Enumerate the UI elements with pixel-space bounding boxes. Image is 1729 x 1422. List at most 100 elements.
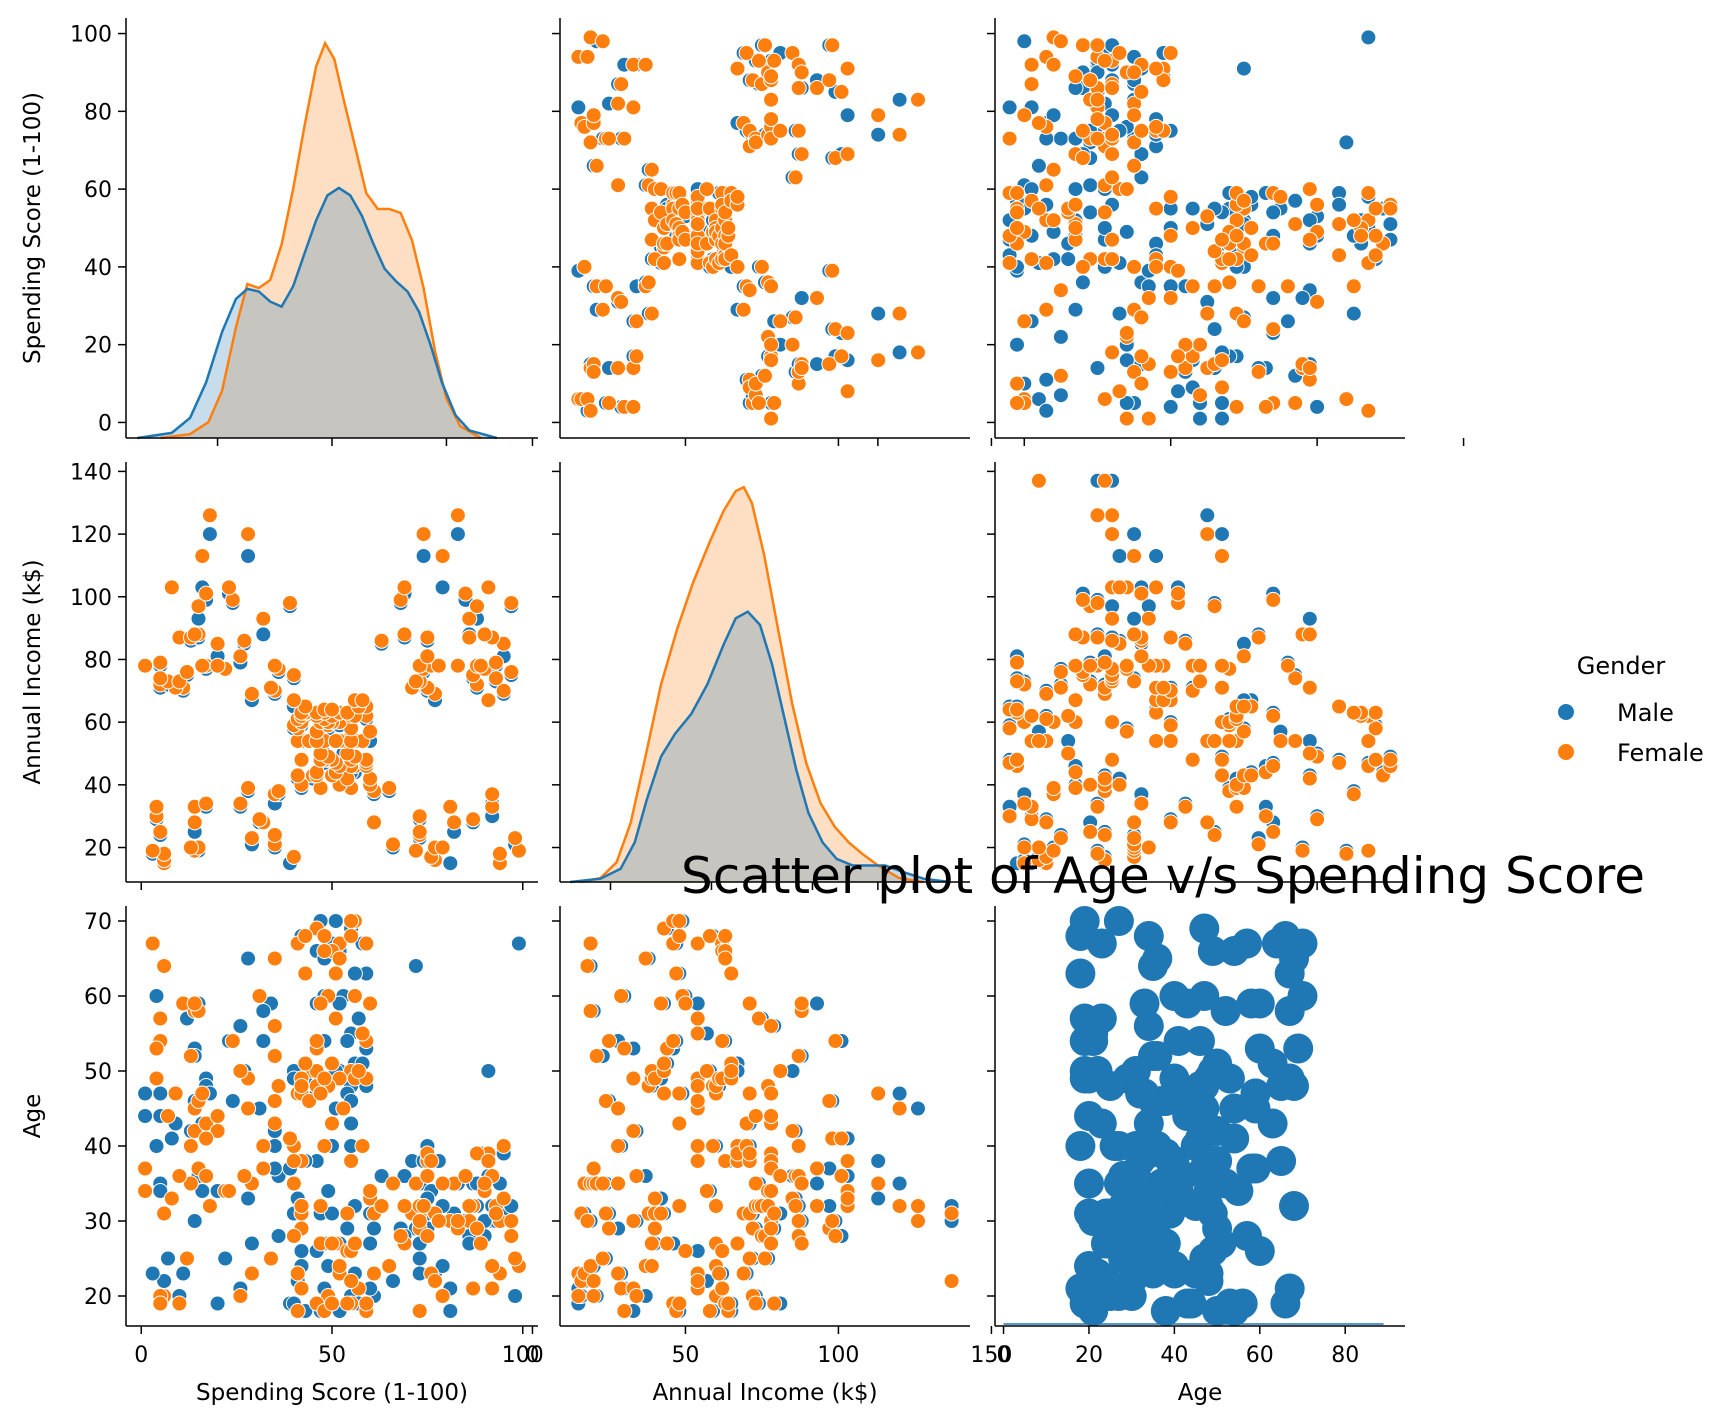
point-female: [366, 1265, 382, 1282]
point-female: [1126, 548, 1143, 564]
point-female: [824, 262, 841, 279]
point-female: [809, 1198, 825, 1214]
point-female: [324, 1295, 340, 1312]
point-female: [766, 395, 783, 411]
point-female: [668, 965, 685, 982]
point-female: [1009, 185, 1025, 201]
point-female: [616, 130, 633, 147]
point-male: [160, 1250, 176, 1267]
point-female: [1096, 770, 1113, 787]
point-female: [1170, 262, 1186, 279]
point-female: [1126, 673, 1143, 690]
point-female: [396, 579, 413, 596]
x-tick-label: 20: [1075, 1343, 1103, 1368]
point-female: [186, 814, 203, 831]
point-female: [1148, 733, 1165, 749]
point-female: [689, 1025, 706, 1042]
point-female: [594, 301, 611, 318]
point-female: [1192, 673, 1208, 690]
point-female: [677, 1243, 694, 1259]
point-male: [327, 913, 344, 929]
point-female: [484, 786, 501, 803]
point-female: [582, 134, 599, 151]
y-tick-label: 40: [84, 1135, 112, 1160]
point-female: [1096, 52, 1113, 69]
point-male: [232, 1018, 249, 1034]
point-female: [1367, 751, 1384, 768]
point-female: [488, 670, 504, 687]
point-female: [1177, 635, 1194, 652]
kde-fill-male: [137, 187, 497, 438]
point-female: [427, 1273, 443, 1289]
point-female: [772, 1063, 789, 1079]
point-female: [316, 943, 333, 959]
point-female: [411, 808, 428, 825]
point-female: [1170, 348, 1186, 365]
point-female: [735, 1265, 752, 1282]
point-female: [327, 733, 344, 749]
point-female: [653, 1205, 669, 1222]
point-male: [434, 1258, 451, 1274]
point-female: [346, 1235, 363, 1252]
point-female: [659, 1235, 676, 1252]
point-male: [343, 1115, 360, 1132]
point-female: [1118, 723, 1135, 740]
point-female: [434, 1288, 451, 1304]
bubble-point: [1095, 1071, 1126, 1101]
point-female: [1177, 798, 1194, 815]
point-female: [1140, 410, 1157, 427]
point-female: [1038, 255, 1055, 271]
point-female: [1038, 685, 1055, 702]
point-female: [381, 780, 398, 796]
point-female: [763, 352, 780, 369]
point-female: [156, 1205, 173, 1222]
point-male: [1067, 301, 1084, 318]
point-female: [1214, 657, 1230, 674]
point-female: [579, 958, 596, 974]
point-female: [266, 1048, 283, 1064]
point-female: [870, 1175, 887, 1192]
point-female: [1104, 231, 1121, 248]
point-female: [1235, 192, 1252, 209]
point-female: [148, 798, 165, 815]
point-female: [316, 928, 333, 944]
point-female: [201, 1198, 218, 1214]
point-female: [839, 60, 856, 77]
point-female: [1009, 395, 1025, 411]
point-female: [465, 811, 482, 828]
point-female: [1214, 352, 1230, 369]
point-female: [182, 1175, 199, 1192]
point-female: [588, 1048, 605, 1064]
point-female: [354, 692, 371, 709]
point-female: [1162, 363, 1179, 380]
point-female: [366, 814, 382, 831]
point-female: [491, 845, 508, 862]
panel-r2-c2: 0 20 40 60 80 Age: [987, 906, 1405, 1406]
point-female: [1140, 290, 1157, 306]
point-male: [407, 958, 424, 974]
bubble-point: [1257, 1048, 1288, 1079]
point-female: [579, 1213, 596, 1229]
point-female: [1309, 811, 1326, 828]
bubble-point: [1150, 1296, 1181, 1326]
point-female: [1148, 200, 1165, 217]
point-male: [1111, 548, 1128, 564]
point-female: [419, 1168, 436, 1184]
point-female: [689, 1273, 706, 1289]
point-female: [891, 1198, 908, 1214]
bubble-point: [1133, 1011, 1164, 1041]
point-female: [289, 767, 306, 784]
point-female: [790, 122, 807, 139]
bubble-point: [1129, 1078, 1160, 1109]
point-female: [1052, 282, 1069, 299]
point-female: [1089, 507, 1106, 524]
point-female: [1016, 839, 1033, 856]
point-female: [1067, 68, 1084, 85]
point-female: [1192, 387, 1208, 404]
point-female: [671, 1115, 688, 1132]
y-tick-label: 80: [84, 100, 112, 125]
point-female: [392, 1228, 409, 1244]
point-female: [766, 1295, 783, 1312]
point-male: [442, 855, 459, 872]
